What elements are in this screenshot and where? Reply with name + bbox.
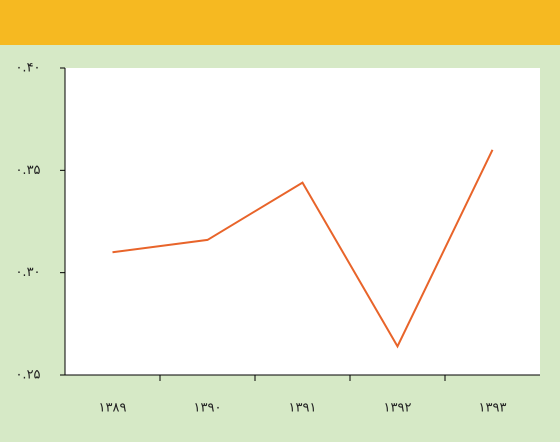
line [112,149,494,349]
x-tick-label: ۱۳۹۱ [289,401,317,416]
plot-area [65,68,540,375]
y-tick-label: ۰.۳۵ [15,163,40,178]
x-tick-label: ۱۳۹۲ [384,401,412,416]
x-tick-label: ۱۳۹۰ [194,401,222,416]
y-tick-label: ۰.۳۰ [15,265,40,280]
header-band [0,0,560,45]
y-tick-label: ۰.۴۰ [15,61,40,76]
y-tick-label: ۰.۲۵ [15,368,40,383]
x-tick-label: ۱۳۹۳ [479,401,507,416]
x-tick-label: ۱۳۸۹ [99,401,127,416]
